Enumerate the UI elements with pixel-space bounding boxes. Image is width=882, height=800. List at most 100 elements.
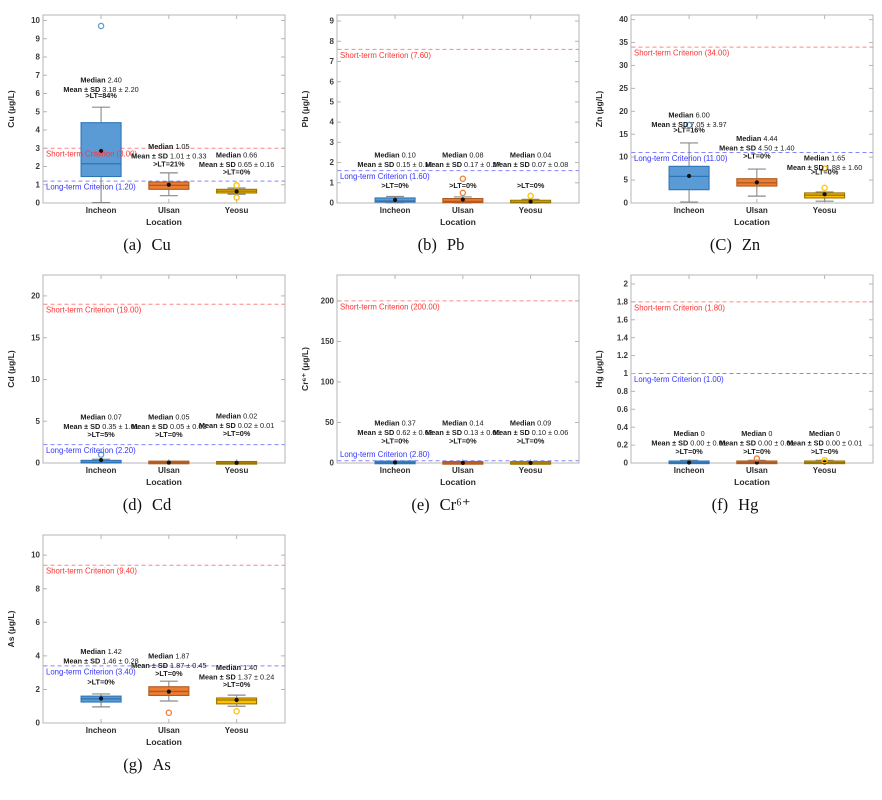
stat-annotation-line: Mean ± SD 1.87 ± 0.45 — [131, 661, 206, 670]
caption-element: As — [152, 755, 171, 774]
svg-text:15: 15 — [619, 130, 628, 139]
box-yeosu — [804, 457, 846, 465]
mean-marker — [98, 148, 104, 154]
outlier-marker — [97, 22, 105, 30]
stat-annotation-line: >LT=0% — [675, 447, 703, 456]
svg-text:7: 7 — [36, 71, 41, 80]
stat-annotation-line: Median 0.66 — [216, 150, 257, 159]
box-incheon — [80, 22, 122, 204]
mean-marker — [98, 457, 104, 463]
svg-text:1: 1 — [36, 180, 41, 189]
short_term-criterion-label: Short-term Criterion (9.40) — [46, 567, 137, 576]
stat-annotation-line: Median 0.02 — [216, 411, 257, 420]
y-axis-label: Cr⁶⁺ (µg/L) — [300, 347, 310, 391]
criterion-labels: Short-term Criterion (1.80) Long-term Cri… — [634, 303, 725, 384]
box-yeosu — [804, 165, 846, 202]
boxplot-svg-hg: 0 0.2 0.4 0.6 0.8 1 1.2 1.4 1.6 1.8 2 Hg (µg/L) Inch… — [594, 274, 874, 487]
stat-annotation-line: Mean ± SD 4.50 ± 1.40 — [719, 144, 794, 153]
y-axis-label: Pb (µg/L) — [300, 90, 310, 127]
criterion-labels: Short-term Criterion (34.00) Long-term Cr… — [634, 49, 730, 163]
svg-text:7: 7 — [330, 57, 335, 66]
stat-annotation-line: >LT=0% — [517, 437, 545, 446]
short_term-criterion-label: Short-term Criterion (200.00) — [340, 302, 440, 311]
stat-annotation-line: Median 0.08 — [442, 151, 483, 160]
svg-text:4: 4 — [36, 651, 41, 660]
svg-text:6: 6 — [330, 77, 335, 86]
criterion-lines — [43, 303, 285, 446]
svg-text:20: 20 — [619, 107, 628, 116]
svg-text:1.8: 1.8 — [617, 297, 629, 306]
panel-caption: (b) Pb — [418, 235, 465, 255]
criterion-labels: Short-term Criterion (200.00) Long-term C… — [340, 302, 440, 459]
axes: 0 5 10 15 20 Cd (µg/L) Incheon Ulsan Yeosu — [6, 274, 286, 475]
x-tick-label: Yeosu — [519, 206, 543, 215]
stat-annotation-line: Median 1.87 — [148, 651, 189, 660]
stat-annotation-line: >LT=0% — [223, 429, 251, 438]
stat-annotation-line: Median 6.00 — [668, 111, 709, 120]
x-tick-label: Ulsan — [158, 466, 180, 475]
stat-annotation-line: Median 4.44 — [736, 134, 777, 143]
box-incheon — [668, 459, 710, 465]
outlier-marker — [821, 457, 828, 464]
box-groups — [80, 451, 258, 465]
stat-annotation-line: Median 0.07 — [80, 413, 121, 422]
panel-caption: (e) Cr⁶⁺ — [411, 495, 470, 515]
svg-text:10: 10 — [31, 375, 40, 384]
svg-text:1: 1 — [330, 178, 335, 187]
stat-annotation-line: Median 0.14 — [442, 419, 483, 428]
box-ulsan — [442, 460, 484, 465]
mean-marker — [686, 173, 692, 179]
x-tick-label: Ulsan — [452, 206, 474, 215]
long_term-criterion-label: Long-term Criterion (3.40) — [46, 667, 136, 676]
x-axis-label: Location — [146, 477, 182, 487]
stat-annotation-line: >LT=0% — [381, 181, 409, 190]
stat-annotation-line: >LT=5% — [87, 430, 115, 439]
outlier-marker — [753, 455, 761, 462]
x-axis-label: Location — [734, 217, 770, 227]
stat-annotation-line: Mean ± SD 0.35 ± 1.01 — [63, 422, 138, 431]
svg-text:8: 8 — [36, 53, 41, 62]
stat-annotation-line: Mean ± SD 0.15 ± 0.16 — [357, 160, 432, 169]
box-yeosu — [216, 182, 258, 201]
x-tick-label: Yeosu — [225, 726, 249, 735]
svg-text:25: 25 — [619, 84, 628, 93]
svg-text:40: 40 — [619, 15, 628, 24]
stat-annotation-line: >LT=0% — [743, 447, 771, 456]
svg-text:100: 100 — [321, 378, 335, 387]
box-incheon — [80, 451, 122, 464]
svg-text:0: 0 — [624, 459, 629, 468]
x-tick-label: Incheon — [86, 726, 117, 735]
svg-text:50: 50 — [325, 418, 334, 427]
caption-index: (d) — [122, 495, 142, 514]
outlier-marker — [233, 707, 240, 715]
stat-annotation-line: Median 1.42 — [80, 647, 121, 656]
svg-text:10: 10 — [31, 16, 40, 25]
stat-annotation-line: >LT=0% — [449, 181, 477, 190]
svg-text:10: 10 — [619, 153, 628, 162]
svg-text:2: 2 — [36, 162, 41, 171]
y-axis-label: Hg (µg/L) — [594, 350, 604, 388]
caption-element: Cd — [151, 495, 172, 514]
criterion-lines — [631, 46, 873, 154]
box-ulsan — [148, 460, 190, 465]
caption-index: (g) — [123, 755, 143, 774]
stat-annotation-line: >LT=0% — [811, 168, 839, 177]
stat-annotation-line: Mean ± SD 0.17 ± 0.27 — [425, 160, 500, 169]
box-yeosu — [510, 460, 552, 466]
boxplot-svg-zn: 0 5 10 15 20 25 30 35 40 Zn (µg/L) Incheon Ulsan Yeo… — [594, 14, 874, 227]
stat-annotation-line: Mean ± SD 1.37 ± 0.24 — [199, 673, 274, 682]
box-incheon — [668, 121, 710, 203]
box-groups — [80, 680, 258, 717]
stat-annotation-line: Median 0 — [673, 429, 704, 438]
panel-caption: (d) Cd — [123, 495, 172, 515]
stat-annotation-line: Mean ± SD 0.62 ± 0.63 — [357, 428, 432, 437]
panel-caption: (a) Cu — [123, 235, 171, 255]
caption-element: Cr⁶⁺ — [439, 495, 471, 514]
mean-marker — [392, 460, 398, 465]
box-incheon — [374, 460, 416, 465]
mean-marker — [234, 697, 239, 703]
